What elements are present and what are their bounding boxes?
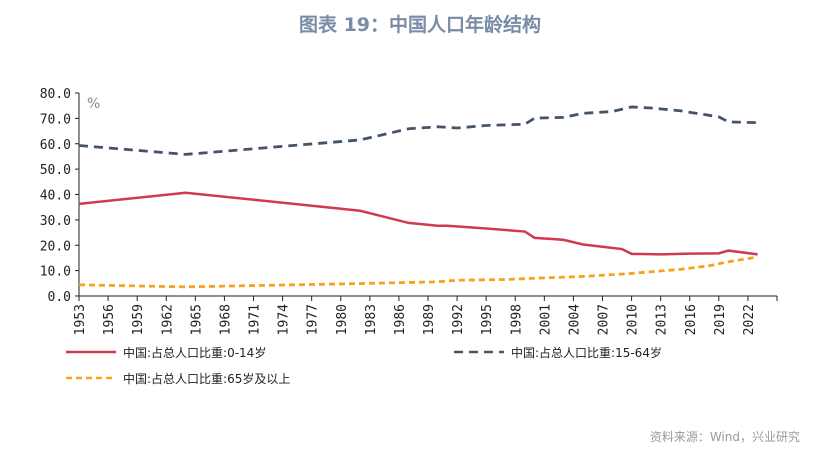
source-note: 资料来源：Wind，兴业研究 xyxy=(649,430,800,444)
x-tick-label: 1986 xyxy=(393,304,408,335)
y-tick-label: 20.0 xyxy=(40,239,71,254)
x-tick-label: 1980 xyxy=(335,304,350,335)
y-tick-label: 70.0 xyxy=(40,112,71,127)
x-tick-label: 2016 xyxy=(684,304,699,335)
x-tick-label: 1965 xyxy=(189,304,204,335)
x-tick-label: 1953 xyxy=(73,304,88,335)
x-tick-label: 1971 xyxy=(248,304,263,335)
y-unit-label: % xyxy=(87,96,100,112)
x-tick-label: 1983 xyxy=(364,304,379,335)
y-tick-label: 50.0 xyxy=(40,163,71,178)
x-tick-label: 2010 xyxy=(626,304,641,335)
x-tick-label: 2022 xyxy=(742,304,757,335)
y-tick-label: 30.0 xyxy=(40,214,71,229)
x-tick-label: 1998 xyxy=(509,304,524,335)
x-tick-label: 1959 xyxy=(131,304,146,335)
y-tick-label: 10.0 xyxy=(40,265,71,280)
x-tick-label: 1974 xyxy=(277,304,292,335)
legend-label-2: 中国:占总人口比重:65岁及以上 xyxy=(123,371,290,386)
series-line-2 xyxy=(78,255,758,289)
series-line-1 xyxy=(78,105,758,156)
series-line-0 xyxy=(78,191,758,256)
x-tick-label: 1992 xyxy=(451,304,466,335)
x-tick-label: 1995 xyxy=(480,304,495,335)
y-tick-label: 60.0 xyxy=(40,138,71,153)
y-tick-label: 0.0 xyxy=(48,290,71,305)
x-tick-label: 1977 xyxy=(306,304,321,335)
x-tick-label: 1968 xyxy=(218,304,233,335)
x-tick-label: 2019 xyxy=(713,304,728,335)
x-tick-label: 1989 xyxy=(422,304,437,335)
x-tick-label: 2004 xyxy=(567,304,582,335)
x-tick-label: 2001 xyxy=(538,304,553,335)
y-tick-label: 80.0 xyxy=(40,87,71,102)
x-tick-label: 2007 xyxy=(597,304,612,335)
chart-title: 图表 19：中国人口年龄结构 xyxy=(298,14,542,36)
legend-label-0: 中国:占总人口比重:0-14岁 xyxy=(123,345,266,360)
x-tick-label: 1956 xyxy=(102,304,117,335)
y-tick-label: 40.0 xyxy=(40,189,71,204)
legend-label-1: 中国:占总人口比重:15-64岁 xyxy=(511,345,662,360)
x-tick-label: 2013 xyxy=(655,304,670,335)
x-tick-label: 1962 xyxy=(160,304,175,335)
